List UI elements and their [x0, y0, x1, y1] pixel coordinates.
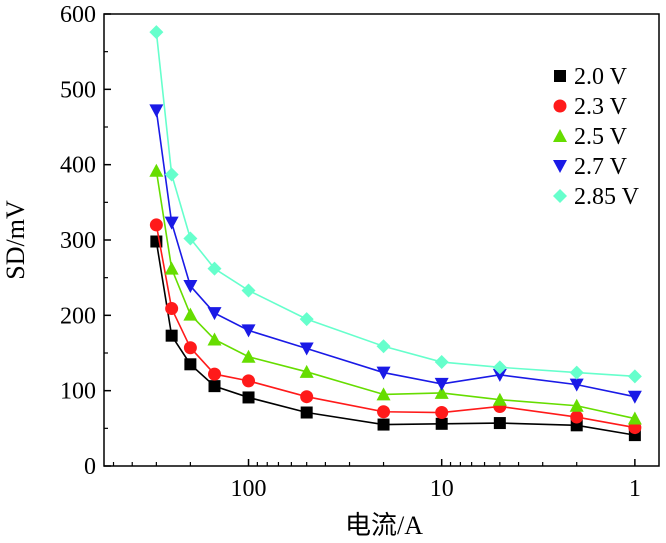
- data-point: [569, 378, 584, 392]
- data-point: [241, 283, 256, 298]
- data-point: [149, 218, 163, 232]
- series-line: [155, 31, 635, 378]
- data-point: [300, 406, 313, 419]
- y-tick-label: 500: [60, 77, 96, 103]
- series-1: [149, 218, 642, 435]
- data-point: [183, 279, 198, 293]
- data-point: [208, 380, 221, 393]
- data-point: [184, 358, 197, 371]
- legend-label: 2.5 V: [574, 124, 628, 150]
- data-point: [164, 167, 179, 182]
- data-point: [434, 377, 449, 391]
- series-line: [155, 170, 636, 420]
- series-line: [155, 241, 635, 436]
- data-point: [376, 339, 391, 354]
- data-point: [207, 261, 222, 276]
- data-point: [207, 307, 222, 321]
- data-point: [569, 365, 584, 380]
- legend-marker: [553, 99, 567, 113]
- series-line: [155, 110, 636, 398]
- data-point: [570, 410, 584, 424]
- data-point: [183, 341, 197, 355]
- data-point: [165, 302, 179, 316]
- data-point: [241, 324, 256, 338]
- data-point: [299, 312, 314, 327]
- data-point: [493, 417, 506, 430]
- axes: 0 100 200 300 400 500 600 100 10 1: [60, 2, 660, 502]
- data-point: [242, 391, 255, 404]
- y-tick-label: 400: [60, 153, 96, 179]
- data-point: [434, 385, 449, 399]
- data-point: [434, 355, 449, 370]
- y-tick-label: 100: [60, 379, 96, 405]
- legend-label: 2.0 V: [574, 64, 628, 90]
- data-point: [183, 231, 198, 246]
- data-point: [149, 163, 164, 177]
- data-point: [377, 405, 391, 419]
- x-axis-title: 电流/A: [345, 511, 423, 540]
- y-axis-title: SD/mV: [1, 200, 30, 280]
- plot-area: [149, 25, 642, 442]
- data-point: [376, 366, 391, 380]
- legend-marker: [553, 129, 567, 142]
- legend-marker: [553, 160, 567, 173]
- x-tick-label: 1: [629, 476, 641, 502]
- data-point: [242, 374, 256, 388]
- data-point: [435, 406, 449, 420]
- series-line: [155, 224, 636, 429]
- data-point: [149, 104, 164, 118]
- data-point: [208, 367, 222, 381]
- y-tick-label: 600: [60, 2, 96, 28]
- data-point: [183, 307, 198, 321]
- y-tick-label: 300: [60, 228, 96, 254]
- series-2: [149, 163, 642, 425]
- legend-label: 2.85 V: [574, 184, 640, 210]
- data-point: [241, 349, 256, 363]
- data-point: [492, 392, 507, 406]
- series-4: [149, 25, 642, 384]
- data-point: [627, 411, 642, 425]
- y-tick-label: 200: [60, 303, 96, 329]
- data-point: [627, 390, 642, 404]
- data-point: [164, 261, 179, 275]
- x-tick-label: 10: [430, 476, 454, 502]
- data-point: [300, 390, 314, 404]
- data-point: [165, 329, 178, 342]
- data-point: [207, 332, 222, 346]
- legend: 2.0 V 2.3 V 2.5 V 2.7 V 2.85 V: [553, 64, 640, 210]
- data-point: [149, 25, 164, 40]
- series-0: [150, 235, 641, 442]
- data-point: [492, 368, 507, 382]
- y-tick-label: 0: [84, 454, 96, 480]
- data-point: [299, 342, 314, 356]
- legend-label: 2.3 V: [574, 94, 628, 120]
- data-point: [492, 360, 507, 375]
- data-point: [299, 364, 314, 378]
- data-point: [569, 398, 584, 412]
- legend-marker: [554, 70, 566, 82]
- data-point: [376, 387, 391, 401]
- data-point: [627, 369, 642, 384]
- data-point: [435, 417, 448, 430]
- legend-label: 2.7 V: [574, 154, 628, 180]
- data-point: [377, 418, 390, 431]
- legend-marker: [553, 189, 567, 203]
- series-3: [149, 104, 642, 404]
- data-point: [164, 216, 179, 230]
- x-tick-label: 100: [231, 476, 267, 502]
